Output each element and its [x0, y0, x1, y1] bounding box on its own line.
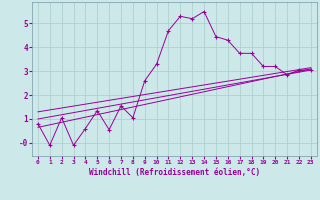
X-axis label: Windchill (Refroidissement éolien,°C): Windchill (Refroidissement éolien,°C) — [89, 168, 260, 177]
